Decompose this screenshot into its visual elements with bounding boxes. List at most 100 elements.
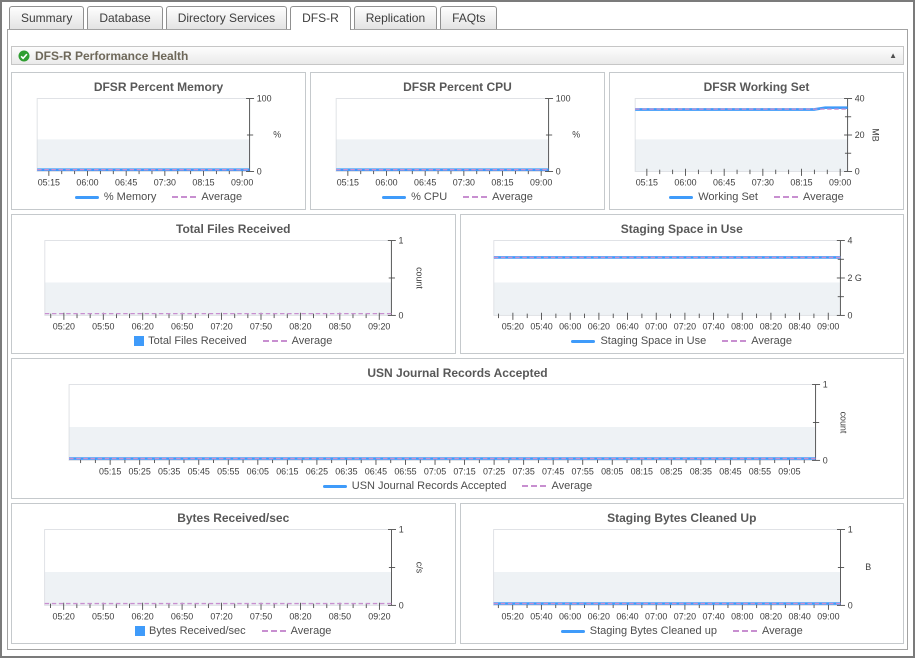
svg-text:06:15: 06:15 [276,467,298,477]
svg-text:06:20: 06:20 [131,612,153,622]
legend-series-label: Working Set [698,191,758,203]
legend-average-dash-swatch [262,340,287,342]
svg-text:05:45: 05:45 [188,467,210,477]
chart-title: DFSR Percent CPU [403,80,512,94]
chart-title: Bytes Received/sec [177,511,290,525]
legend-average-dash-swatch [773,196,798,198]
legend-line-swatch [322,484,347,488]
x-axis: 05:20 05:40 06:00 06:20 06:40 07:00 07:20 07:40… [497,602,839,622]
svg-text:4: 4 [847,237,852,246]
chart-legend: Staging Space in Use Average [461,335,904,353]
svg-text:06:05: 06:05 [247,467,269,477]
svg-text:09:20: 09:20 [368,322,390,332]
tab-bar: Summary Database Directory Services DFS-… [2,2,913,30]
svg-text:1: 1 [399,237,404,246]
chart-canvas: 0 100% 05:15 06:00 06:45 07:30 08:15 09:00 [36,95,281,188]
svg-text:05:50: 05:50 [92,322,114,332]
green-check-icon [18,50,30,61]
svg-text:20: 20 [855,130,865,140]
svg-text:05:15: 05:15 [99,467,121,477]
chart-canvas: 0 1 count 05:15 05:25 05:35 05:45 05:55 06:05 06:… [68,381,849,477]
svg-text:07:05: 07:05 [424,467,446,477]
charts-row-3: USN Journal Records Accepted 0 1 count 05:1… [11,358,904,499]
svg-text:08:15: 08:15 [631,467,653,477]
x-axis: 05:15 06:00 06:45 07:30 08:15 09:00 [636,168,851,188]
legend-series-label: Total Files Received [148,335,247,347]
svg-text:0: 0 [855,167,860,177]
svg-text:05:20: 05:20 [53,322,75,332]
chart-legend: USN Journal Records Accepted Average [12,480,903,498]
series-line [635,106,848,111]
svg-text:08:15: 08:15 [790,178,812,188]
svg-text:05:35: 05:35 [158,467,180,477]
legend-series-label: Staging Space in Use [600,335,707,347]
svg-text:08:15: 08:15 [491,178,513,188]
svg-text:07:20: 07:20 [673,322,695,332]
charts-row-2: Total Files Received 0 1 count 05:20 05:50 06… [11,214,904,354]
svg-text:06:50: 06:50 [171,322,193,332]
x-axis: 05:20 05:50 06:20 06:50 07:20 07:50 08:20 08:50… [50,312,390,332]
chart-canvas: 0 1 count 05:20 05:50 06:20 06:50 07:20 07:50 08:… [44,237,424,332]
svg-text:05:25: 05:25 [129,467,151,477]
svg-text:08:25: 08:25 [660,467,682,477]
chart-panel-dfsr-percent-memory: DFSR Percent Memory 0 100% 05:15 06:00 06:45… [11,72,306,210]
chart-panel-dfsr-percent-cpu: DFSR Percent CPU 0 100% 05:15 06:00 06:45 07:… [310,72,605,210]
svg-text:05:15: 05:15 [38,178,60,188]
svg-text:08:20: 08:20 [759,612,781,622]
legend-average-label: Average [492,191,533,203]
svg-text:06:20: 06:20 [587,322,609,332]
legend-average-dash-swatch [261,630,286,632]
y-axis: 0 1 count [812,381,849,466]
svg-text:05:15: 05:15 [337,178,359,188]
svg-text:07:35: 07:35 [512,467,534,477]
legend-series-label: Staging Bytes Cleaned up [589,625,717,637]
chart-panel-bytes-received-sec: Bytes Received/sec 0 1 c/s 05:20 05:50 06:20 0… [11,503,456,644]
svg-text:09:00: 09:00 [817,612,839,622]
svg-text:08:40: 08:40 [788,322,810,332]
svg-text:06:45: 06:45 [365,467,387,477]
svg-text:07:25: 07:25 [483,467,505,477]
svg-text:08:50: 08:50 [329,612,351,622]
tab-database[interactable]: Database [87,6,163,29]
svg-text:0: 0 [399,601,404,611]
svg-text:06:20: 06:20 [587,612,609,622]
svg-text:05:20: 05:20 [501,322,523,332]
svg-text:07:20: 07:20 [210,322,232,332]
section-title: DFS-R Performance Health [35,48,189,63]
svg-text:07:00: 07:00 [645,612,667,622]
svg-text:05:40: 05:40 [530,322,552,332]
charts-row-4: Bytes Received/sec 0 1 c/s 05:20 05:50 06:20 0… [11,503,904,644]
svg-text:1: 1 [847,526,852,535]
legend-line-swatch [382,195,407,199]
tab-directory-services[interactable]: Directory Services [165,6,288,29]
chart-canvas: 0 2 G 4 05:20 05:40 06:00 06:20 06:40 07:00 07:20… [492,237,861,332]
tab-dfs-r[interactable]: DFS-R [290,6,351,30]
svg-text:07:20: 07:20 [673,612,695,622]
y-axis: 0 2 G 4 [836,237,861,321]
svg-text:08:55: 08:55 [749,467,771,477]
legend-average-dash-swatch [732,630,757,632]
section-header: DFS-R Performance Health ▲ [11,46,904,65]
chart-legend: Working Set Average [610,191,903,209]
svg-text:08:20: 08:20 [289,612,311,622]
svg-text:09:05: 09:05 [778,467,800,477]
legend-average-label: Average [802,191,844,203]
tab-summary[interactable]: Summary [9,6,85,29]
charts-grid: DFSR Percent Memory 0 100% 05:15 06:00 06:45… [10,72,905,647]
svg-text:06:50: 06:50 [171,612,193,622]
chart-panel-dfsr-working-set: DFSR Working Set 0 20 40 MB 05:15 06:00 06:45 0… [609,72,904,210]
collapse-up-arrow-icon[interactable]: ▲ [889,51,897,60]
svg-text:40: 40 [855,95,865,104]
svg-text:06:45: 06:45 [115,178,137,188]
svg-text:08:20: 08:20 [759,322,781,332]
chart-legend: Bytes Received/sec Average [12,625,455,643]
y-axis-unit: count [414,267,424,289]
tab-replication[interactable]: Replication [353,6,438,29]
svg-text:09:00: 09:00 [817,322,839,332]
legend-line-swatch [669,195,694,199]
legend-average-label: Average [751,335,793,347]
svg-text:07:30: 07:30 [453,178,475,188]
tab-faqts[interactable]: FAQts [440,6,498,29]
svg-text:0: 0 [847,601,852,611]
svg-text:07:20: 07:20 [210,612,232,622]
